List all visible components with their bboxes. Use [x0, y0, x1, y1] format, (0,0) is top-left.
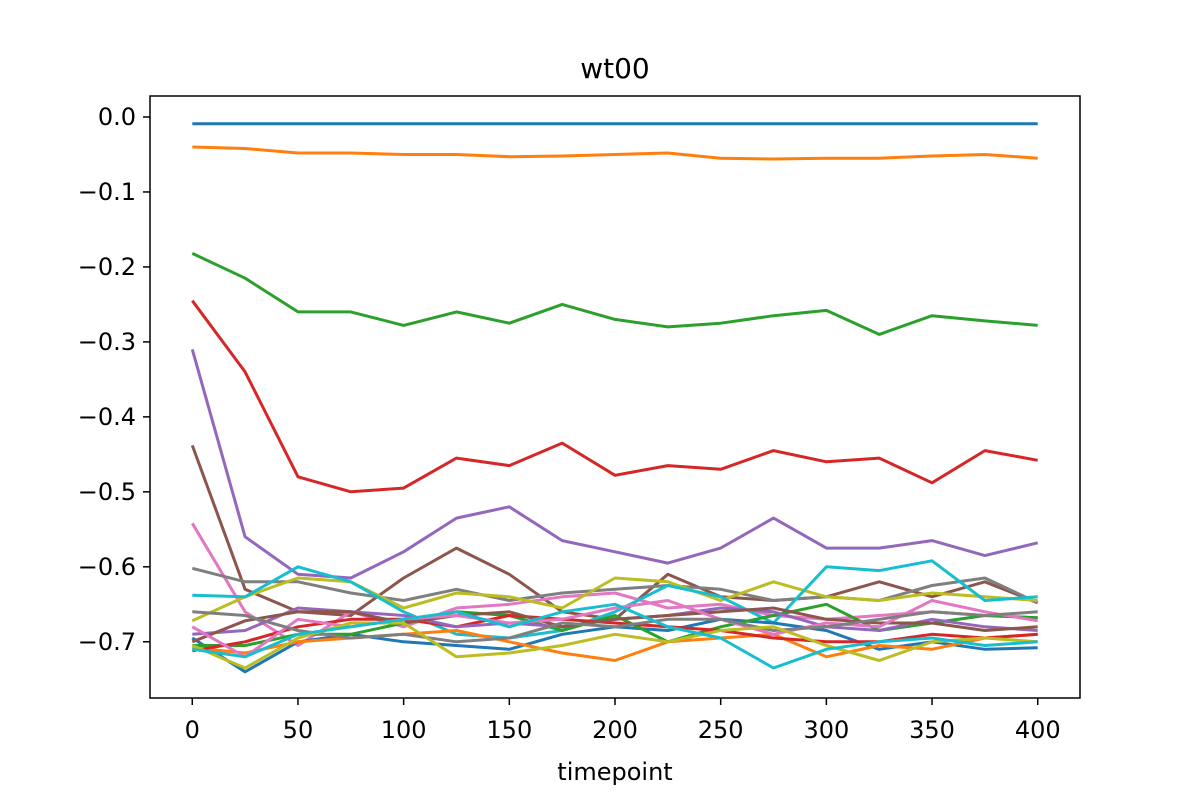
- x-tick-label: 100: [381, 716, 427, 744]
- series-line-16: [191, 606, 1038, 644]
- x-tick-label: 300: [803, 716, 849, 744]
- y-tick-label: −0.5: [78, 478, 136, 506]
- y-tick-label: −0.6: [78, 553, 136, 581]
- series-layer: [190, 122, 1039, 674]
- y-axis-ticks: 0.0 −0.1 −0.2 −0.3 −0.4 −0.5 −0.6 −0.7: [78, 103, 150, 656]
- x-tick-label: 0: [185, 716, 200, 744]
- y-tick-label: −0.7: [78, 628, 136, 656]
- series-line-20: [192, 602, 1038, 670]
- series-line-2: [192, 145, 1038, 161]
- chart-title: wt00: [580, 52, 650, 85]
- y-tick-label: −0.4: [78, 403, 136, 431]
- x-tick-label: 50: [283, 716, 314, 744]
- series-line-9: [191, 576, 1038, 623]
- x-tick-label: 250: [698, 716, 744, 744]
- series-line-12: [192, 629, 1038, 662]
- x-axis-ticks: 0 50 100 150 200 250 300 350 400: [185, 698, 1061, 744]
- y-tick-label: 0.0: [98, 103, 136, 131]
- series-line-8: [191, 566, 1039, 605]
- x-tick-label: 350: [909, 716, 955, 744]
- y-tick-label: −0.2: [78, 253, 136, 281]
- series-line-18: [192, 610, 1038, 644]
- x-axis-label: timepoint: [557, 758, 672, 786]
- series-line-10: [192, 559, 1038, 640]
- y-tick-label: −0.1: [78, 178, 136, 206]
- y-tick-label: −0.3: [78, 328, 136, 356]
- x-tick-label: 200: [592, 716, 638, 744]
- x-tick-label: 150: [486, 716, 532, 744]
- series-line-4: [191, 299, 1038, 494]
- x-tick-label: 400: [1015, 716, 1061, 744]
- series-line-3: [191, 252, 1038, 336]
